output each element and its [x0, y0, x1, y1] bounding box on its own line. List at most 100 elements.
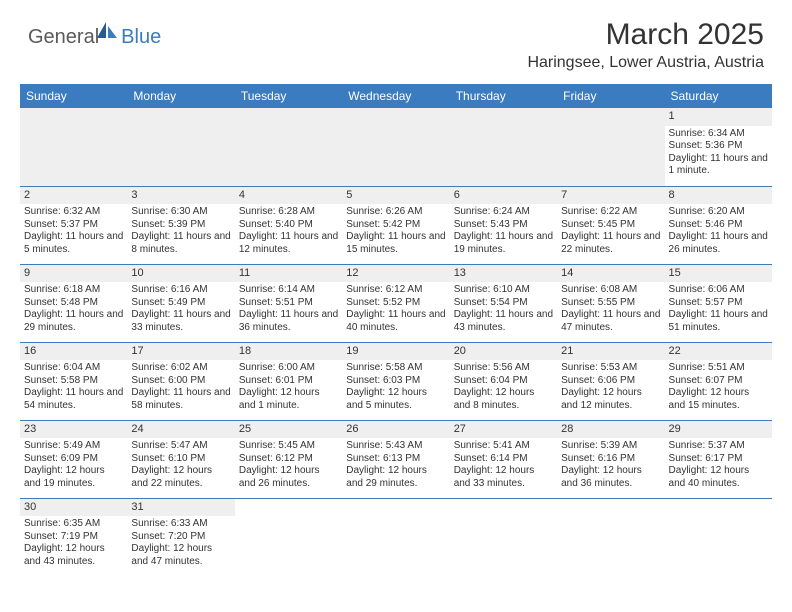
day-number: 16 [20, 343, 127, 361]
daylight-text: Daylight: 11 hours and 5 minutes. [24, 231, 123, 256]
day-header: Wednesday [342, 84, 449, 108]
calendar-cell: 20Sunrise: 5:56 AMSunset: 6:04 PMDayligh… [450, 342, 557, 420]
day-number: 8 [665, 187, 772, 205]
sunrise-text: Sunrise: 6:22 AM [561, 206, 660, 219]
day-header: Monday [127, 84, 234, 108]
daylight-text: Daylight: 12 hours and 29 minutes. [346, 465, 445, 490]
sunrise-text: Sunrise: 6:28 AM [239, 206, 338, 219]
daylight-text: Daylight: 11 hours and 26 minutes. [669, 231, 768, 256]
day-number: 1 [665, 108, 772, 126]
calendar-cell: 10Sunrise: 6:16 AMSunset: 5:49 PMDayligh… [127, 264, 234, 342]
day-number: 17 [127, 343, 234, 361]
sunset-text: Sunset: 6:10 PM [131, 453, 230, 466]
day-number: 23 [20, 421, 127, 439]
sunset-text: Sunset: 5:48 PM [24, 297, 123, 310]
day-number: 19 [342, 343, 449, 361]
logo-text-general: General [28, 26, 99, 49]
calendar-cell: 8Sunrise: 6:20 AMSunset: 5:46 PMDaylight… [665, 186, 772, 264]
day-number: 9 [20, 265, 127, 283]
calendar-cell [342, 108, 449, 186]
sunrise-text: Sunrise: 5:43 AM [346, 440, 445, 453]
calendar-row: 30Sunrise: 6:35 AMSunset: 7:19 PMDayligh… [20, 498, 772, 576]
daylight-text: Daylight: 11 hours and 19 minutes. [454, 231, 553, 256]
calendar-row: 23Sunrise: 5:49 AMSunset: 6:09 PMDayligh… [20, 420, 772, 498]
sunrise-text: Sunrise: 6:33 AM [131, 518, 230, 531]
sunrise-text: Sunrise: 5:47 AM [131, 440, 230, 453]
daylight-text: Daylight: 11 hours and 40 minutes. [346, 309, 445, 334]
sunset-text: Sunset: 5:37 PM [24, 219, 123, 232]
calendar-cell: 28Sunrise: 5:39 AMSunset: 6:16 PMDayligh… [557, 420, 664, 498]
sunset-text: Sunset: 5:36 PM [669, 140, 768, 153]
sunset-text: Sunset: 5:43 PM [454, 219, 553, 232]
sunset-text: Sunset: 5:57 PM [669, 297, 768, 310]
day-number: 13 [450, 265, 557, 283]
calendar-cell [20, 108, 127, 186]
daylight-text: Daylight: 12 hours and 1 minute. [239, 387, 338, 412]
calendar-cell [235, 498, 342, 576]
calendar-cell: 7Sunrise: 6:22 AMSunset: 5:45 PMDaylight… [557, 186, 664, 264]
daylight-text: Daylight: 12 hours and 36 minutes. [561, 465, 660, 490]
calendar-table: SundayMondayTuesdayWednesdayThursdayFrid… [20, 84, 772, 576]
calendar-row: 2Sunrise: 6:32 AMSunset: 5:37 PMDaylight… [20, 186, 772, 264]
sunset-text: Sunset: 5:39 PM [131, 219, 230, 232]
day-number: 25 [235, 421, 342, 439]
daylight-text: Daylight: 11 hours and 22 minutes. [561, 231, 660, 256]
day-header: Tuesday [235, 84, 342, 108]
day-number: 27 [450, 421, 557, 439]
sunset-text: Sunset: 6:00 PM [131, 375, 230, 388]
header: General Blue March 2025 Haringsee, Lower… [0, 0, 792, 78]
sunset-text: Sunset: 5:46 PM [669, 219, 768, 232]
sunset-text: Sunset: 6:01 PM [239, 375, 338, 388]
sunset-text: Sunset: 6:16 PM [561, 453, 660, 466]
day-number: 28 [557, 421, 664, 439]
sunrise-text: Sunrise: 5:56 AM [454, 362, 553, 375]
calendar-cell: 22Sunrise: 5:51 AMSunset: 6:07 PMDayligh… [665, 342, 772, 420]
daylight-text: Daylight: 12 hours and 43 minutes. [24, 543, 123, 568]
calendar-cell: 4Sunrise: 6:28 AMSunset: 5:40 PMDaylight… [235, 186, 342, 264]
calendar-cell [450, 498, 557, 576]
calendar-cell: 13Sunrise: 6:10 AMSunset: 5:54 PMDayligh… [450, 264, 557, 342]
sunrise-text: Sunrise: 6:20 AM [669, 206, 768, 219]
daylight-text: Daylight: 12 hours and 19 minutes. [24, 465, 123, 490]
daylight-text: Daylight: 12 hours and 33 minutes. [454, 465, 553, 490]
calendar-cell: 9Sunrise: 6:18 AMSunset: 5:48 PMDaylight… [20, 264, 127, 342]
sunrise-text: Sunrise: 6:24 AM [454, 206, 553, 219]
day-number: 10 [127, 265, 234, 283]
daylight-text: Daylight: 11 hours and 8 minutes. [131, 231, 230, 256]
day-header: Friday [557, 84, 664, 108]
day-number: 6 [450, 187, 557, 205]
daylight-text: Daylight: 11 hours and 29 minutes. [24, 309, 123, 334]
calendar-cell: 14Sunrise: 6:08 AMSunset: 5:55 PMDayligh… [557, 264, 664, 342]
day-header: Saturday [665, 84, 772, 108]
sunset-text: Sunset: 6:09 PM [24, 453, 123, 466]
sunrise-text: Sunrise: 5:45 AM [239, 440, 338, 453]
daylight-text: Daylight: 11 hours and 47 minutes. [561, 309, 660, 334]
sunrise-text: Sunrise: 6:10 AM [454, 284, 553, 297]
daylight-text: Daylight: 11 hours and 54 minutes. [24, 387, 123, 412]
calendar-cell: 1Sunrise: 6:34 AMSunset: 5:36 PMDaylight… [665, 108, 772, 186]
daylight-text: Daylight: 12 hours and 12 minutes. [561, 387, 660, 412]
calendar-cell: 15Sunrise: 6:06 AMSunset: 5:57 PMDayligh… [665, 264, 772, 342]
sunrise-text: Sunrise: 6:12 AM [346, 284, 445, 297]
daylight-text: Daylight: 11 hours and 58 minutes. [131, 387, 230, 412]
sunset-text: Sunset: 5:45 PM [561, 219, 660, 232]
calendar-cell: 11Sunrise: 6:14 AMSunset: 5:51 PMDayligh… [235, 264, 342, 342]
title-block: March 2025 Haringsee, Lower Austria, Aus… [527, 18, 764, 72]
sunrise-text: Sunrise: 6:16 AM [131, 284, 230, 297]
daylight-text: Daylight: 12 hours and 47 minutes. [131, 543, 230, 568]
sunrise-text: Sunrise: 6:00 AM [239, 362, 338, 375]
day-number: 11 [235, 265, 342, 283]
sunset-text: Sunset: 5:52 PM [346, 297, 445, 310]
daylight-text: Daylight: 12 hours and 15 minutes. [669, 387, 768, 412]
calendar-cell [557, 108, 664, 186]
daylight-text: Daylight: 11 hours and 51 minutes. [669, 309, 768, 334]
daylight-text: Daylight: 11 hours and 1 minute. [669, 153, 768, 178]
sunrise-text: Sunrise: 5:39 AM [561, 440, 660, 453]
day-header: Sunday [20, 84, 127, 108]
day-number: 29 [665, 421, 772, 439]
calendar-row: 16Sunrise: 6:04 AMSunset: 5:58 PMDayligh… [20, 342, 772, 420]
sunset-text: Sunset: 5:51 PM [239, 297, 338, 310]
daylight-text: Daylight: 12 hours and 22 minutes. [131, 465, 230, 490]
sunset-text: Sunset: 7:19 PM [24, 531, 123, 544]
sunrise-text: Sunrise: 5:58 AM [346, 362, 445, 375]
